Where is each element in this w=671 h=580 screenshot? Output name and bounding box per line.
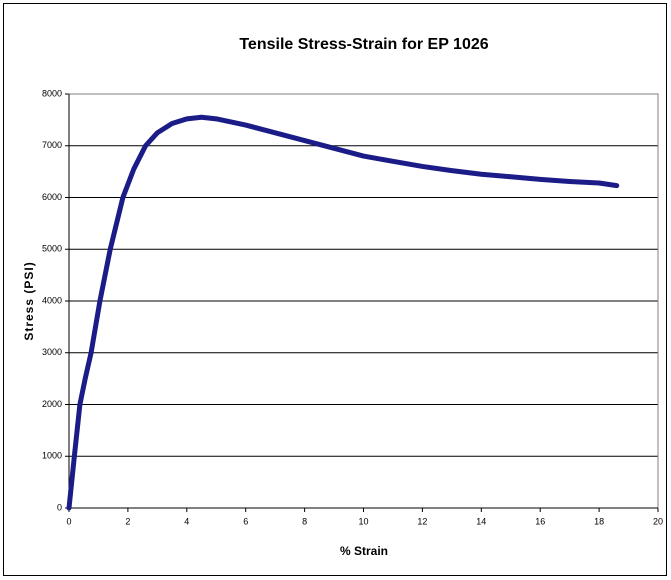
y-tick-label: 3000 [42,347,62,357]
x-tick-label: 16 [535,516,545,526]
y-tick-label: 2000 [42,399,62,409]
x-tick-label: 2 [125,516,130,526]
y-tick-label: 8000 [42,88,62,98]
y-tick-label: 1000 [42,451,62,461]
y-tick-label: 6000 [42,192,62,202]
x-tick-label: 18 [594,516,604,526]
chart-border [3,3,667,576]
x-tick-label: 14 [476,516,486,526]
x-tick-label: 0 [66,516,71,526]
y-tick-label: 0 [57,502,62,512]
y-tick-label: 4000 [42,295,62,305]
y-tick-label: 7000 [42,140,62,150]
x-tick-label: 8 [302,516,307,526]
x-axis-label: % Strain [340,544,388,558]
x-tick-label: 20 [653,516,663,526]
x-tick-label: 6 [243,516,248,526]
y-axis-label: Stress (PSI) [22,261,36,340]
chart-title: Tensile Stress-Strain for EP 1026 [239,36,488,53]
data-line [66,114,620,511]
y-tick-label: 5000 [42,244,62,254]
x-tick-label: 4 [184,516,189,526]
x-tick-label: 12 [417,516,427,526]
x-tick-label: 10 [358,516,368,526]
